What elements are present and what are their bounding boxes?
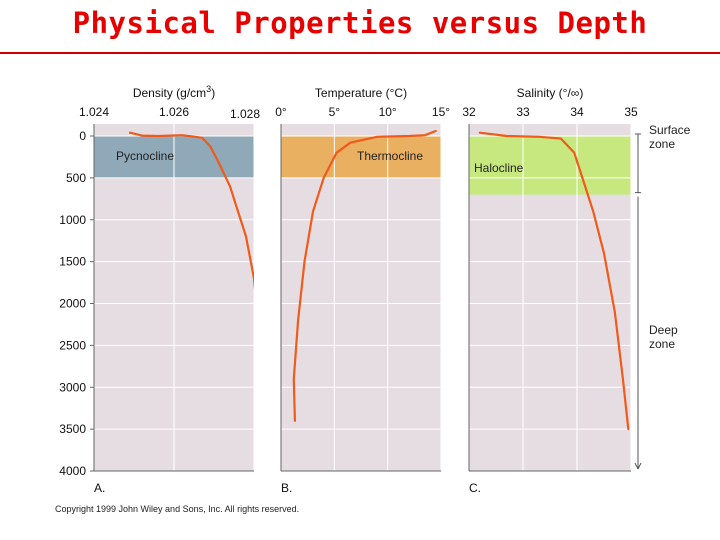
series-line-temperature (292, 129, 437, 422)
x-tick-label: 10° (379, 105, 397, 119)
x-tick-label: 1.026 (159, 105, 189, 119)
x-tick-label: 35 (624, 105, 638, 119)
title-bar: Physical Properties versus Depth (0, 0, 720, 54)
surface-zone-label: zone (649, 137, 675, 151)
y-tick-label: 1500 (59, 255, 86, 269)
y-tick-label: 500 (66, 171, 86, 185)
deep-zone-label: Deep (649, 323, 678, 337)
x-tick-label: 1.024 (79, 105, 109, 119)
y-tick-label: 3000 (59, 380, 86, 394)
panel-letter: B. (281, 481, 292, 495)
x-tick-label: 33 (516, 105, 530, 119)
deep-zone-arrow (637, 462, 642, 470)
y-tick-label: 2000 (59, 297, 86, 311)
copyright-text: Copyright 1999 John Wiley and Sons, Inc.… (55, 504, 299, 514)
y-tick-label: 2500 (59, 338, 86, 352)
plot-area (281, 124, 441, 471)
panel-letter: A. (94, 481, 105, 495)
x-tick-label: 32 (462, 105, 476, 119)
y-tick-label: 4000 (59, 464, 86, 478)
chart-panels: Density (g/cm3) 1.024 1.026 1.028 Pycnocline… (79, 84, 638, 495)
x-tick-label: 5° (329, 105, 341, 119)
x-tick-label: 34 (570, 105, 584, 119)
band-halocline (469, 136, 631, 195)
x-tick-label: 0° (275, 105, 287, 119)
title-superscript: 3 (206, 84, 211, 94)
x-tick-label: 1.028 (230, 107, 260, 121)
slide-title: Physical Properties versus Depth (72, 6, 648, 40)
panel-title: Temperature (°C) (315, 86, 407, 100)
surface-zone-label: Surface (649, 123, 691, 137)
title-end: ) (211, 86, 215, 100)
series-line-density (128, 131, 254, 290)
series-line-salinity (478, 131, 630, 431)
band-label: Thermocline (357, 149, 423, 163)
depth-axis: 0 500 1000 1500 2000 2500 3000 3500 4000 (59, 129, 94, 478)
panel-title: Salinity (°/∞) (517, 86, 584, 100)
y-tick-label: 1000 (59, 213, 86, 227)
band-thermocline (281, 136, 441, 178)
depth-profile-figure: 0 500 1000 1500 2000 2500 3000 3500 4000 Density… (55, 84, 691, 514)
y-tick-label: 0 (79, 129, 86, 143)
panel-letter: C. (469, 481, 481, 495)
deep-zone-arrow (634, 462, 639, 470)
x-tick-label: 15° (432, 105, 450, 119)
panel-a: Density (g/cm3) 1.024 1.026 1.028 Pycnocline… (79, 84, 260, 495)
panel-c: Salinity (°/∞) 32 33 34 35 Halocline C. (462, 86, 638, 495)
deep-zone-label: zone (649, 337, 675, 351)
band-label: Pycnocline (116, 149, 174, 163)
panel-b: Temperature (°C) 0° 5° 10° 15° Thermocline B. (275, 86, 450, 495)
panel-title: Density (g/cm3) (133, 84, 215, 100)
band-label: Halocline (474, 161, 524, 175)
y-tick-label: 3500 (59, 422, 86, 436)
